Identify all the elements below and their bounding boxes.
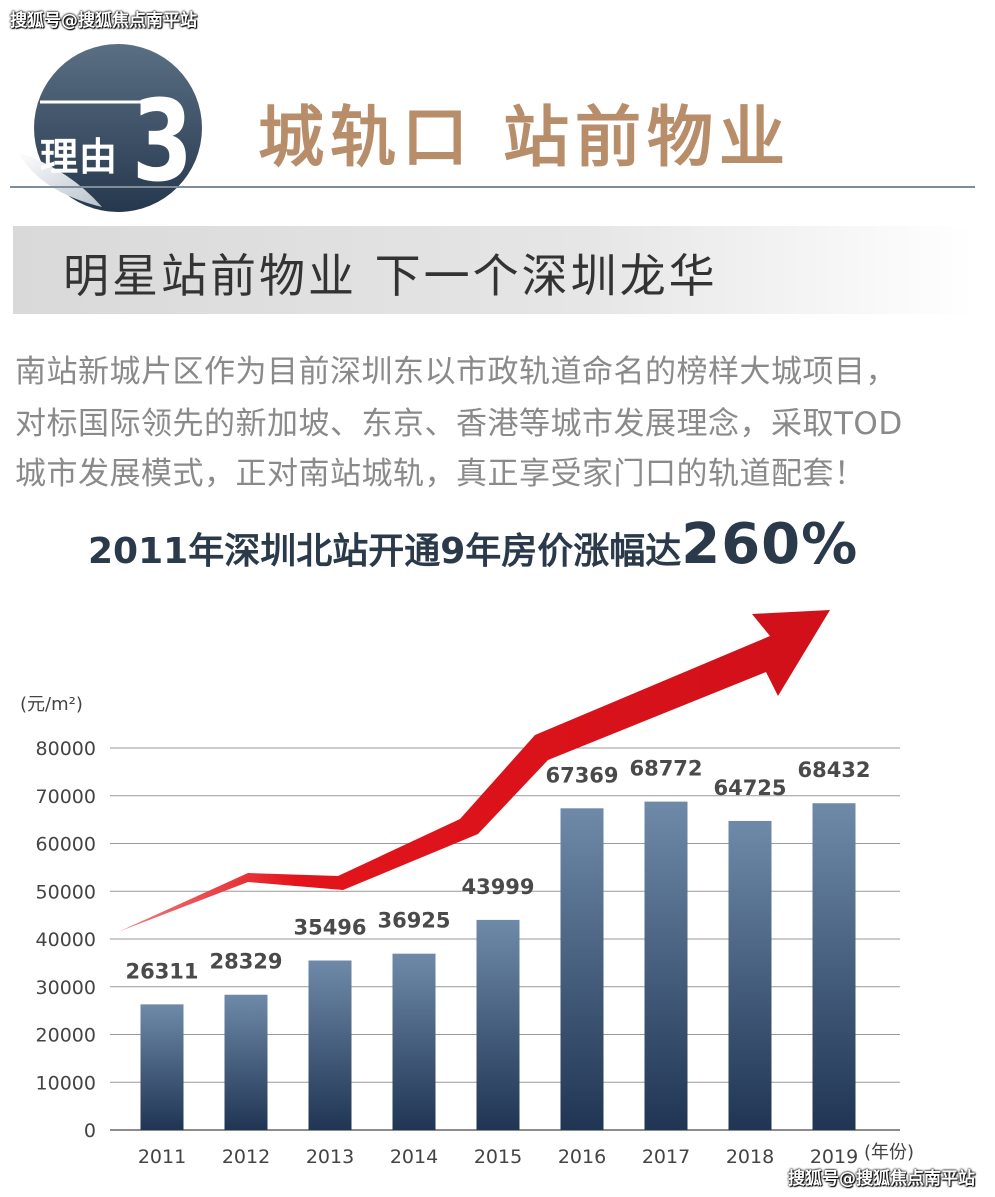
headline: 2011年深圳北站开通9年房价涨幅达260%: [88, 512, 858, 577]
bars: [140, 801, 856, 1130]
value-label: 68772: [629, 757, 702, 781]
bar-2017: [644, 801, 688, 1130]
bar-2012: [224, 994, 268, 1130]
x-tick-label: 2015: [474, 1146, 522, 1168]
y-tick-label: 30000: [36, 977, 96, 999]
page-title: 城轨口 站前物业: [258, 99, 791, 176]
y-tick-label: 0: [84, 1120, 96, 1142]
trend-arrow: [118, 610, 830, 932]
x-tick-label: 2012: [222, 1146, 270, 1168]
title-divider: [10, 186, 975, 188]
y-tick-label: 60000: [36, 834, 96, 856]
value-label: 43999: [461, 875, 534, 899]
badge-shape: [18, 44, 202, 212]
headline-text: 2011年深圳北站开通9年房价涨幅达: [88, 531, 682, 572]
x-tick-label: 2018: [726, 1146, 774, 1168]
y-tick-label: 10000: [36, 1072, 96, 1094]
badge-label: 理由: [40, 135, 119, 179]
x-tick-label: 2013: [306, 1146, 354, 1168]
price-bar-chart: 0 10000 20000 30000 40000 50000 60000 70000 8000…: [20, 610, 914, 1168]
subtitle-banner: 明星站前物业 下一个深圳龙华: [13, 226, 975, 314]
bar-2011: [140, 1004, 184, 1130]
y-tick-label: 20000: [36, 1025, 96, 1047]
paragraph-line: 城市发展模式，正对南站城轨，真正享受家门口的轨道配套！: [15, 456, 866, 492]
x-tick-label: 2011: [138, 1146, 186, 1168]
headline-highlight: 260%: [681, 512, 859, 577]
bar-2016: [560, 808, 604, 1130]
reason-badge: 理由 3: [10, 42, 220, 212]
value-label: 35496: [293, 916, 366, 940]
paragraph-line: 南站新城片区作为目前深圳东以市政轨道命名的榜样大城项目，: [15, 354, 897, 390]
bar-2019: [812, 803, 856, 1130]
value-label: 28329: [209, 950, 282, 974]
value-label: 36925: [377, 909, 450, 933]
bar-2014: [392, 953, 436, 1130]
x-axis-unit: (年份): [864, 1142, 914, 1163]
value-label: 67369: [545, 763, 618, 787]
y-axis-unit: (元/m²): [20, 694, 83, 715]
x-tick-label: 2014: [390, 1146, 438, 1168]
y-tick-label: 50000: [36, 881, 96, 903]
value-label: 26311: [125, 959, 198, 983]
value-label: 68432: [797, 758, 870, 782]
x-tick-label: 2016: [558, 1146, 606, 1168]
y-tick-label: 70000: [36, 786, 96, 808]
x-tick-label: 2017: [642, 1146, 690, 1168]
value-label: 64725: [713, 776, 786, 800]
bar-2018: [728, 820, 772, 1130]
subtitle: 明星站前物业 下一个深圳龙华: [63, 249, 718, 303]
labels: 0 10000 20000 30000 40000 50000 60000 70000 8000…: [20, 694, 914, 1168]
x-tick-label: 2019: [810, 1146, 858, 1168]
bar-2015: [476, 919, 520, 1130]
bar-2013: [308, 960, 352, 1130]
paragraph-line: 对标国际领先的新加坡、东京、香港等城市发展理念，采取TOD: [15, 406, 903, 442]
watermark-top: 搜狐号@搜狐焦点南平站: [10, 11, 197, 31]
y-tick-label: 80000: [36, 738, 96, 760]
watermark-bottom: 搜狐号@搜狐焦点南平站: [788, 1169, 975, 1189]
trend-arrow-shape: [118, 610, 830, 932]
y-tick-label: 40000: [36, 929, 96, 951]
badge-number: 3: [132, 77, 193, 207]
